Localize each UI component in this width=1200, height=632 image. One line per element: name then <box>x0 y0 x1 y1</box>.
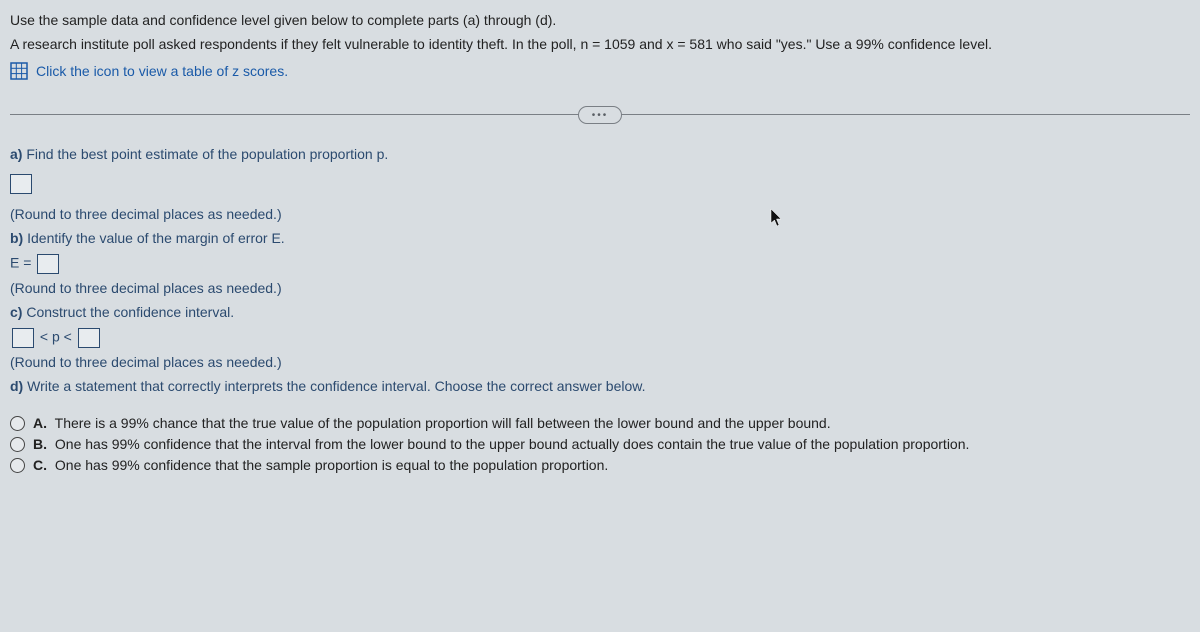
z-table-link[interactable]: Click the icon to view a table of z scor… <box>10 62 1190 80</box>
part-b-input[interactable] <box>37 254 59 274</box>
option-b-row[interactable]: B. One has 99% confidence that the inter… <box>10 436 1190 452</box>
option-a-row[interactable]: A. There is a 99% chance that the true v… <box>10 415 1190 431</box>
part-c-eq: < p < <box>10 328 1190 348</box>
section-divider: ••• <box>10 104 1190 124</box>
part-d-prefix: d) <box>10 378 23 394</box>
part-d-label: d) Write a statement that correctly inte… <box>10 378 1190 394</box>
option-c-text: C. One has 99% confidence that the sampl… <box>33 457 608 473</box>
option-b-radio[interactable] <box>10 437 25 452</box>
part-c-text: Construct the confidence interval. <box>26 304 234 320</box>
part-b-hint: (Round to three decimal places as needed… <box>10 280 1190 296</box>
option-a-radio[interactable] <box>10 416 25 431</box>
part-a-hint: (Round to three decimal places as needed… <box>10 206 1190 222</box>
part-a-input[interactable] <box>10 174 32 194</box>
part-c-label: c) Construct the confidence interval. <box>10 304 1190 320</box>
part-c-lower-input[interactable] <box>12 328 34 348</box>
part-b-label: b) Identify the value of the margin of e… <box>10 230 1190 246</box>
option-a-text: A. There is a 99% chance that the true v… <box>33 415 831 431</box>
expand-pill[interactable]: ••• <box>578 106 622 124</box>
part-c-prefix: c) <box>10 304 22 320</box>
option-a-body: There is a 99% chance that the true valu… <box>55 415 831 431</box>
option-b-text: B. One has 99% confidence that the inter… <box>33 436 969 452</box>
scenario-text: A research institute poll asked responde… <box>10 36 1190 52</box>
option-b-body: One has 99% confidence that the interval… <box>55 436 970 452</box>
spacer <box>10 402 1190 410</box>
part-a-label: a) Find the best point estimate of the p… <box>10 146 1190 162</box>
part-d-text: Write a statement that correctly interpr… <box>27 378 645 394</box>
option-c-radio[interactable] <box>10 458 25 473</box>
part-b-text: Identify the value of the margin of erro… <box>27 230 285 246</box>
intro-text: Use the sample data and confidence level… <box>10 12 1190 28</box>
part-c-upper-input[interactable] <box>78 328 100 348</box>
ellipsis-icon: ••• <box>592 110 609 121</box>
part-b-prefix: b) <box>10 230 23 246</box>
question-container: Use the sample data and confidence level… <box>0 0 1200 473</box>
part-b-eq-left: E = <box>10 255 31 271</box>
part-a-prefix: a) <box>10 146 22 162</box>
option-c-row[interactable]: C. One has 99% confidence that the sampl… <box>10 457 1190 473</box>
table-icon <box>10 62 28 80</box>
part-a-text: Find the best point estimate of the popu… <box>26 146 388 162</box>
part-c-hint: (Round to three decimal places as needed… <box>10 354 1190 370</box>
z-table-link-text: Click the icon to view a table of z scor… <box>36 63 288 79</box>
part-b-eq: E = <box>10 254 1190 274</box>
option-a-letter: A. <box>33 415 47 431</box>
option-c-letter: C. <box>33 457 47 473</box>
option-c-body: One has 99% confidence that the sample p… <box>55 457 608 473</box>
part-c-middle: < p < <box>40 329 72 345</box>
option-b-letter: B. <box>33 436 47 452</box>
